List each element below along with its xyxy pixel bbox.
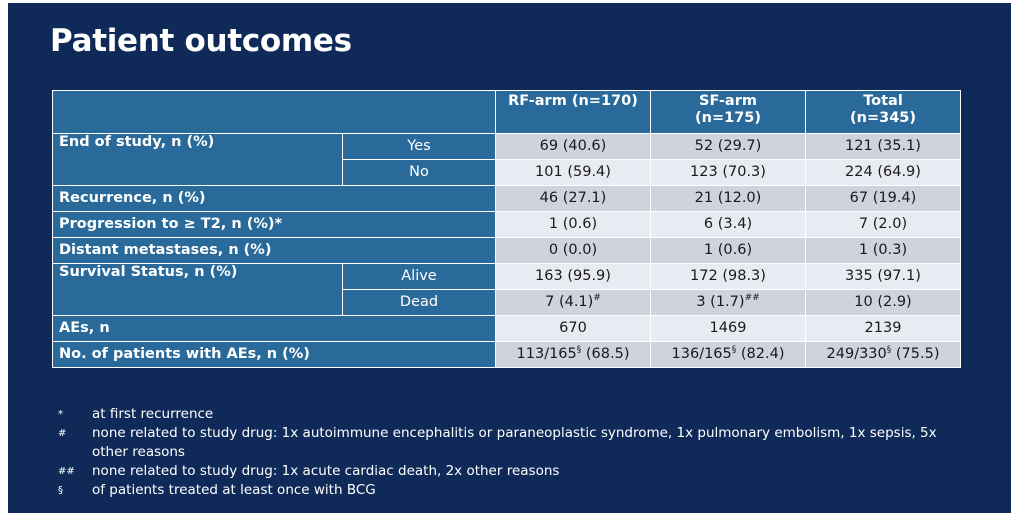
footnote-symbol: § xyxy=(58,485,63,496)
table-row: No. of patients with AEs, n (%) 113/165§… xyxy=(52,341,961,368)
row-label: End of study, n (%) xyxy=(52,133,343,186)
row-label: Survival Status, n (%) xyxy=(52,263,343,316)
sf-value: 1 (0.6) xyxy=(650,237,806,264)
footnote-text: none related to study drug: 1x autoimmun… xyxy=(92,425,937,460)
header-blank-cell xyxy=(52,90,496,134)
footnote-marker: ## xyxy=(744,293,760,304)
table-row: End of study, n (%) Yes 69 (40.6) 52 (29… xyxy=(52,133,961,186)
outcomes-table: RF-arm (n=170) SF-arm (n=175) Total (n=345… xyxy=(52,90,961,368)
table-row: Distant metastases, n (%) 0 (0.0) 1 (0.6… xyxy=(52,237,961,264)
table-row: No 101 (59.4) 123 (70.3) 224 (64.9) xyxy=(53,159,961,186)
sf-value: 52 (29.7) xyxy=(650,133,806,160)
total-value: 1 (0.3) xyxy=(805,237,961,264)
footnote-symbol: ## xyxy=(58,466,75,477)
footnotes: * at first recurrence # none related to … xyxy=(54,405,962,500)
footnote-marker: § xyxy=(731,345,737,356)
rf-value: 0 (0.0) xyxy=(495,237,651,264)
rf-value: 101 (59.4) xyxy=(495,159,651,186)
rf-value: 46 (27.1) xyxy=(495,185,651,212)
footnote-symbol: # xyxy=(58,428,67,439)
total-value: 224 (64.9) xyxy=(805,159,961,186)
footnote: # none related to study drug: 1x autoimm… xyxy=(54,424,962,462)
sf-value: 6 (3.4) xyxy=(650,211,806,238)
footnote-marker: § xyxy=(886,345,892,356)
total-value: 7 (2.0) xyxy=(805,211,961,238)
rf-value: 163 (95.9) xyxy=(495,263,651,290)
row-sublabel: Yes xyxy=(342,133,496,160)
rf-value: 7 (4.1)# xyxy=(495,289,651,316)
rf-value: 69 (40.6) xyxy=(495,133,651,160)
total-value: 67 (19.4) xyxy=(805,185,961,212)
footnote: * at first recurrence xyxy=(54,405,962,424)
sf-value: 21 (12.0) xyxy=(650,185,806,212)
header-total: Total (n=345) xyxy=(805,90,961,134)
footnote: ## none related to study drug: 1x acute … xyxy=(54,462,962,481)
sf-value: 172 (98.3) xyxy=(650,263,806,290)
slide-title: Patient outcomes xyxy=(50,23,352,59)
rf-value: 670 xyxy=(495,315,651,342)
row-label: No. of patients with AEs, n (%) xyxy=(52,341,496,368)
total-value: 335 (97.1) xyxy=(805,263,961,290)
header-rf-arm: RF-arm (n=170) xyxy=(495,90,651,134)
table-row: Dead 7 (4.1)# 3 (1.7)## 10 (2.9) xyxy=(53,289,961,316)
row-sublabel: Alive xyxy=(342,263,496,290)
total-value: 2139 xyxy=(805,315,961,342)
rf-value: 113/165§ (68.5) xyxy=(495,341,651,368)
table-header-row: RF-arm (n=170) SF-arm (n=175) Total (n=345… xyxy=(52,90,961,134)
row-label: Recurrence, n (%) xyxy=(52,185,496,212)
footnote-text: of patients treated at least once with B… xyxy=(92,482,376,498)
row-label: Progression to ≥ T2, n (%)* xyxy=(52,211,496,238)
total-value: 249/330§ (75.5) xyxy=(805,341,961,368)
total-value: 121 (35.1) xyxy=(805,133,961,160)
header-sf-arm: SF-arm (n=175) xyxy=(650,90,806,134)
row-sublabel: Dead xyxy=(342,289,496,316)
footnote-symbol: * xyxy=(58,409,63,420)
footnote-text: at first recurrence xyxy=(92,406,214,422)
table-row: Recurrence, n (%) 46 (27.1) 21 (12.0) 67… xyxy=(52,185,961,212)
slide: Patient outcomes RF-arm (n=170) SF-arm (n… xyxy=(8,3,1011,513)
rf-value: 1 (0.6) xyxy=(495,211,651,238)
footnote-marker: # xyxy=(593,293,601,304)
sf-value: 136/165§ (82.4) xyxy=(650,341,806,368)
sf-value: 3 (1.7)## xyxy=(650,289,806,316)
row-sublabel: No xyxy=(342,159,496,186)
row-label: Distant metastases, n (%) xyxy=(52,237,496,264)
sf-value: 1469 xyxy=(650,315,806,342)
sf-value: 123 (70.3) xyxy=(650,159,806,186)
footnote-text: none related to study drug: 1x acute car… xyxy=(92,463,560,479)
footnote: § of patients treated at least once with… xyxy=(54,481,962,500)
row-label: AEs, n xyxy=(52,315,496,342)
footnote-marker: § xyxy=(576,345,582,356)
table-row: Survival Status, n (%) Alive 163 (95.9) … xyxy=(52,263,961,316)
total-value: 10 (2.9) xyxy=(805,289,961,316)
table-row: AEs, n 670 1469 2139 xyxy=(52,315,961,342)
table-row: Progression to ≥ T2, n (%)* 1 (0.6) 6 (3… xyxy=(52,211,961,238)
